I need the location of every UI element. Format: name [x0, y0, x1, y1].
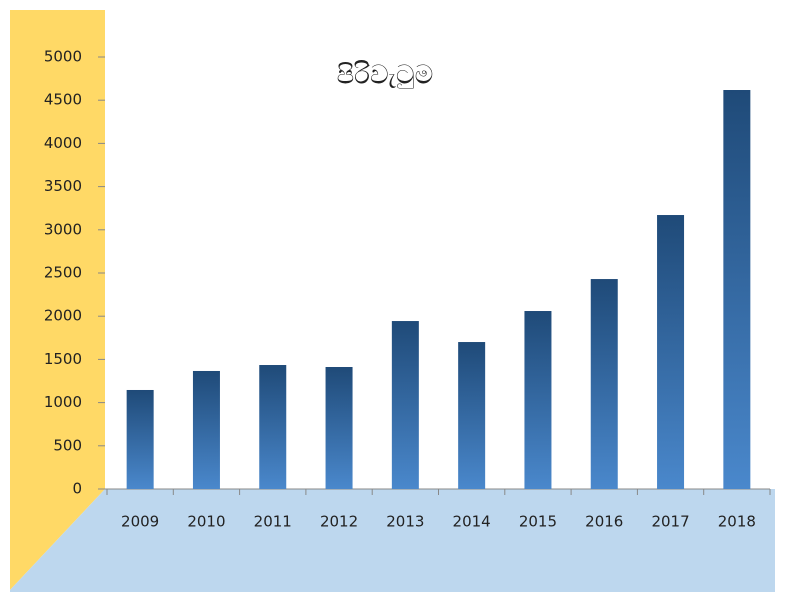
bar [259, 365, 287, 489]
y-tick-label: 4000 [44, 134, 82, 152]
y-tick-label: 2000 [44, 307, 82, 325]
bar [458, 342, 486, 489]
y-tick-label: 3000 [44, 220, 82, 238]
bar [657, 215, 685, 489]
x-tick-label: 2016 [585, 513, 623, 531]
wall [10, 10, 105, 590]
x-tick-label: 2017 [651, 513, 689, 531]
bar [126, 389, 154, 489]
y-tick-label: 2500 [44, 264, 82, 282]
x-tick-label: 2010 [187, 513, 225, 531]
x-tick-label: 2015 [519, 513, 557, 531]
x-tick-label: 2012 [320, 513, 358, 531]
bar [590, 279, 618, 489]
y-tick-label: 4500 [44, 91, 82, 109]
floor [10, 489, 775, 592]
bar [524, 311, 552, 489]
y-tick-label: 1000 [44, 393, 82, 411]
y-tick-label: 5000 [44, 48, 82, 66]
x-tick-label: 2011 [254, 513, 292, 531]
bar [723, 90, 751, 490]
x-tick-label: 2013 [386, 513, 424, 531]
y-tick-label: 0 [72, 480, 82, 498]
bar [391, 321, 419, 489]
y-tick-label: 500 [53, 436, 82, 454]
chart-title: පිරිවැටුම [337, 61, 434, 91]
x-tick-label: 2018 [718, 513, 756, 531]
y-tick-label: 1500 [44, 350, 82, 368]
x-tick-label: 2014 [453, 513, 491, 531]
bar [325, 367, 353, 489]
bar [192, 370, 220, 489]
x-tick-label: 2009 [121, 513, 159, 531]
y-tick-label: 3500 [44, 177, 82, 195]
